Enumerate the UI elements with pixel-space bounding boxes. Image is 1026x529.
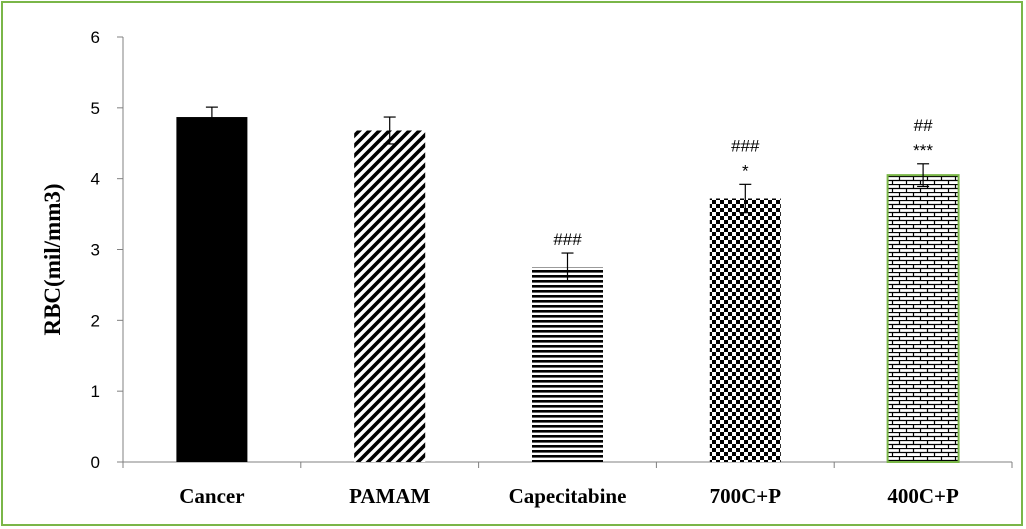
y-tick-label: 4 [91,170,100,189]
significance-annotation: ## [914,116,933,135]
x-tick-label: 700C+P [710,484,782,508]
bar-700c-p [709,198,781,462]
significance-annotation: * [742,161,749,180]
y-tick-label: 1 [91,382,100,401]
y-tick-label: 0 [91,453,100,472]
x-tick-label: Cancer [179,484,244,508]
y-tick-label: 5 [91,99,100,118]
bar-cancer [176,117,248,463]
y-axis-title: RBC(mil/mm3) [40,183,65,335]
significance-annotation: ### [553,230,582,249]
y-tick-label: 2 [91,311,100,330]
x-tick-label: Capecitabine [509,484,627,508]
x-tick-label: 400C+P [887,484,959,508]
bar-pamam [354,130,426,462]
y-tick-label: 6 [91,28,100,47]
bar-400c-p [886,174,960,463]
bar-capecitabine [532,267,603,462]
significance-annotation: ### [731,136,760,155]
significance-annotation: *** [913,141,933,160]
y-tick-label: 3 [91,241,100,260]
x-tick-label: PAMAM [349,484,430,508]
